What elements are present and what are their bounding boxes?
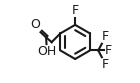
Text: F: F	[102, 58, 109, 71]
Text: F: F	[102, 30, 109, 43]
Text: F: F	[72, 4, 79, 17]
Text: OH: OH	[37, 44, 56, 58]
Text: F: F	[105, 44, 112, 57]
Text: O: O	[30, 18, 40, 31]
